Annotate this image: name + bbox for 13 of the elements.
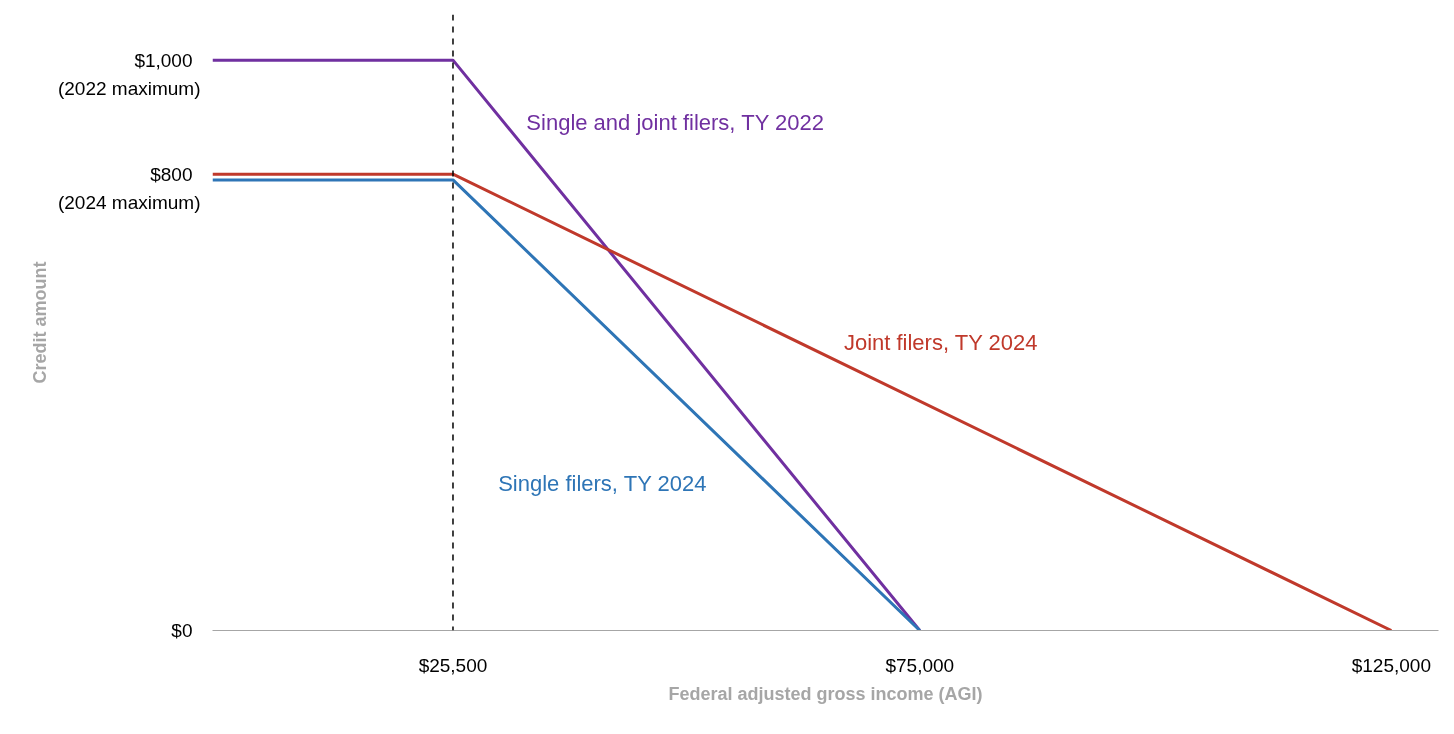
x-tick-label: $125,000 (1351, 654, 1431, 676)
series-label: Single filers, TY 2024 (498, 471, 707, 497)
y-tick-label: $1,000 (134, 49, 193, 71)
y-axis-title: Credit amount (29, 261, 50, 384)
text: (2024 maximum) (57, 192, 201, 214)
x-tick-label: $25,500 (418, 654, 488, 676)
text: (2022 maximum) (57, 77, 201, 99)
x-tick-label: $75,000 (885, 654, 955, 676)
series-label: Joint filers, TY 2024 (843, 330, 1038, 356)
series-label: Single and joint filers, TY 2022 (526, 110, 824, 136)
y-tick-label: $0 (171, 620, 193, 641)
y-tick-label: $800 (150, 163, 193, 185)
x-axis-title: Federal adjusted gross income (AGI) (668, 683, 983, 704)
